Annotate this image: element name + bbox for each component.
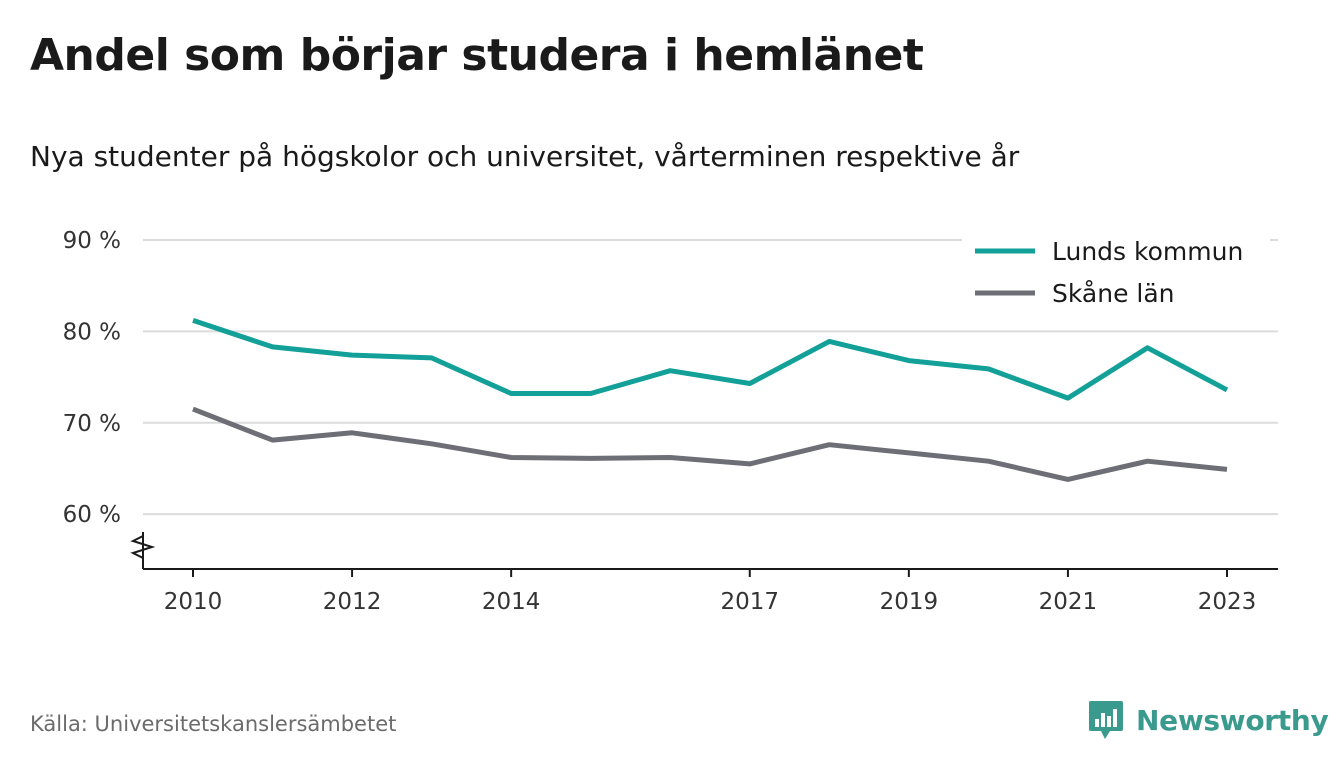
x-tick-label: 2010 <box>164 589 223 615</box>
axis-break-icon <box>130 532 156 569</box>
x-tick-label: 2012 <box>323 589 382 615</box>
legend-background <box>962 230 1270 314</box>
x-tick-label: 2017 <box>720 589 779 615</box>
line-chart: 60 % 70 % 80 % 90 % 2010 2012 2014 2017 2019 2021… <box>63 228 1278 615</box>
x-tick-label: 2021 <box>1039 589 1098 615</box>
brand-name: Newsworthy <box>1136 703 1329 737</box>
x-tick-label: 2023 <box>1198 589 1257 615</box>
chart-title: Andel som börjar studera i hemlänet <box>30 30 924 81</box>
source-note: Källa: Universitetskanslersämbetet <box>30 712 397 736</box>
legend-label: Lunds kommun <box>1052 237 1243 266</box>
y-tick-label: 80 % <box>63 319 121 345</box>
bar-chart-speech-bubble-icon <box>1089 701 1123 739</box>
legend-label: Skåne län <box>1052 279 1175 308</box>
y-tick-label: 60 % <box>63 502 121 528</box>
x-tick-label: 2019 <box>880 589 939 615</box>
series-line-lunds-kommun <box>192 318 1229 401</box>
y-tick-label: 90 % <box>63 228 121 254</box>
newsworthy-logo[interactable]: Newsworthy <box>1088 698 1329 742</box>
series-line-skane-lan <box>192 406 1228 482</box>
y-tick-label: 70 % <box>63 411 121 437</box>
x-tick-label: 2014 <box>482 589 541 615</box>
chart-subtitle: Nya studenter på högskolor och universit… <box>30 140 1020 173</box>
